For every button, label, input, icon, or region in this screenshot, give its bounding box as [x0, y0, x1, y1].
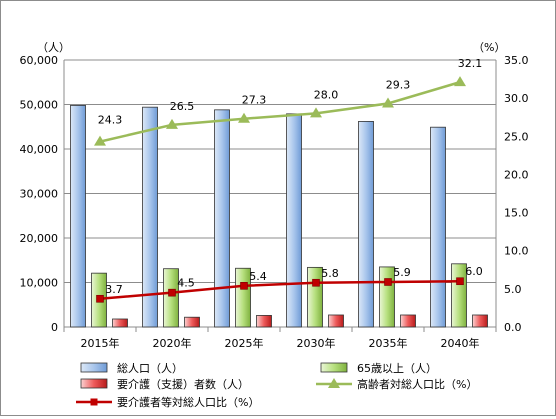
point-triangle — [310, 107, 322, 118]
y-left-tick-label: 20,000 — [20, 232, 59, 245]
bar-0 — [70, 104, 86, 328]
legend-label: 要介護（支援）者数（人） — [117, 377, 249, 391]
legend-label: 要介護者等対総人口比（%） — [117, 395, 259, 409]
y-left-tick-label: 30,000 — [20, 188, 59, 201]
y-right-tick-label: 20.0 — [504, 168, 529, 181]
bar-2 — [112, 318, 128, 328]
bar-2 — [400, 314, 416, 328]
data-label: 26.5 — [170, 100, 195, 113]
point-triangle — [382, 97, 394, 108]
point-square — [456, 277, 464, 286]
line-0 — [99, 80, 461, 143]
data-label: 27.3 — [242, 94, 267, 107]
bar-0 — [142, 106, 158, 328]
y-right-tick-label: 5.0 — [504, 283, 522, 296]
bar-0 — [214, 109, 230, 328]
legend-item: 総人口（人） — [80, 361, 183, 375]
y-right-tick-label: 15.0 — [504, 207, 529, 220]
y-left-tick-label: 0 — [51, 321, 58, 334]
bar-1 — [451, 263, 467, 328]
bars — [70, 104, 488, 328]
bar-2 — [472, 314, 488, 328]
x-tick-label: 2035年 — [369, 336, 408, 350]
bar-1 — [307, 266, 323, 328]
y-left-tick-label: 40,000 — [20, 143, 59, 156]
legend-swatch-bar — [320, 362, 348, 373]
point-square — [168, 288, 176, 297]
data-label: 4.5 — [177, 277, 195, 290]
bar-1 — [235, 267, 251, 328]
bar-0 — [358, 121, 374, 328]
data-label: 28.0 — [314, 88, 339, 101]
legend-marker-square — [90, 398, 98, 406]
point-triangle — [454, 76, 466, 87]
data-label: 32.1 — [458, 57, 483, 70]
bar-1 — [379, 266, 395, 328]
legend-swatch-bar — [80, 378, 108, 389]
x-tick-label: 2040年 — [441, 336, 480, 350]
data-label: 3.7 — [105, 283, 123, 296]
x-tick-label: 2020年 — [153, 336, 192, 350]
y-right-tick-label: 30.0 — [504, 92, 529, 105]
data-label: 6.0 — [465, 265, 483, 278]
y-right-tick-label: 10.0 — [504, 245, 529, 258]
data-label: 29.3 — [386, 78, 411, 91]
bar-0 — [430, 126, 446, 328]
data-label: 5.9 — [393, 266, 411, 279]
bar-2 — [256, 315, 272, 328]
legend-item: 要介護（支援）者数（人） — [80, 377, 249, 391]
y-right-tick-label: 0.0 — [504, 321, 522, 334]
y-left-tick-label: 50,000 — [20, 99, 59, 112]
data-labels: 24.3 26.5 27.3 28.0 29.3 32.1 3.7 4.5 5.4 5.8 5.9 6… — [98, 57, 483, 296]
legend: 総人口（人） 65歳以上（人） 要介護（支援）者数（人） 高齢者対総人口比（%） 要介護… — [76, 361, 477, 409]
legend-item: 65歳以上（人） — [320, 362, 437, 375]
bar-2 — [184, 316, 200, 328]
data-label: 5.8 — [321, 267, 339, 280]
y-left-tick-label: 60,000 — [20, 54, 59, 67]
point-square — [384, 278, 392, 286]
point-square — [240, 282, 248, 290]
y-right-tick-label: 35.0 — [504, 54, 529, 67]
point-square — [96, 294, 104, 303]
point-triangle — [94, 135, 106, 146]
lines — [94, 76, 466, 303]
x-tick-label: 2015年 — [81, 336, 120, 350]
point-triangle — [166, 118, 178, 129]
data-label: 5.4 — [249, 270, 267, 283]
y-left-tick-label: 10,000 — [20, 277, 59, 290]
y-right-tick-label: 25.0 — [504, 130, 529, 143]
data-label: 24.3 — [98, 114, 123, 127]
legend-label: 高齢者対総人口比（%） — [357, 377, 477, 391]
line-1 — [99, 279, 461, 301]
bar-0 — [286, 113, 302, 328]
legend-marker-triangle — [328, 378, 340, 388]
point-triangle — [238, 112, 250, 123]
legend-item: 高齢者対総人口比（%） — [316, 377, 477, 391]
legend-item: 要介護者等対総人口比（%） — [76, 395, 259, 409]
x-tick-label: 2025年 — [225, 336, 264, 350]
axes: 0 10,000 20,000 30,000 40,000 50,000 60,000 0.0… — [20, 41, 529, 350]
legend-label: 総人口（人） — [117, 361, 183, 375]
legend-swatch-bar — [80, 362, 108, 373]
x-tick-label: 2030年 — [297, 336, 336, 350]
y-right-unit: （%） — [473, 41, 505, 54]
bar-2 — [328, 314, 344, 328]
point-square — [312, 278, 320, 287]
legend-label: 65歳以上（人） — [357, 362, 437, 375]
bar-1 — [163, 268, 179, 328]
y-left-unit: （人） — [37, 41, 70, 54]
